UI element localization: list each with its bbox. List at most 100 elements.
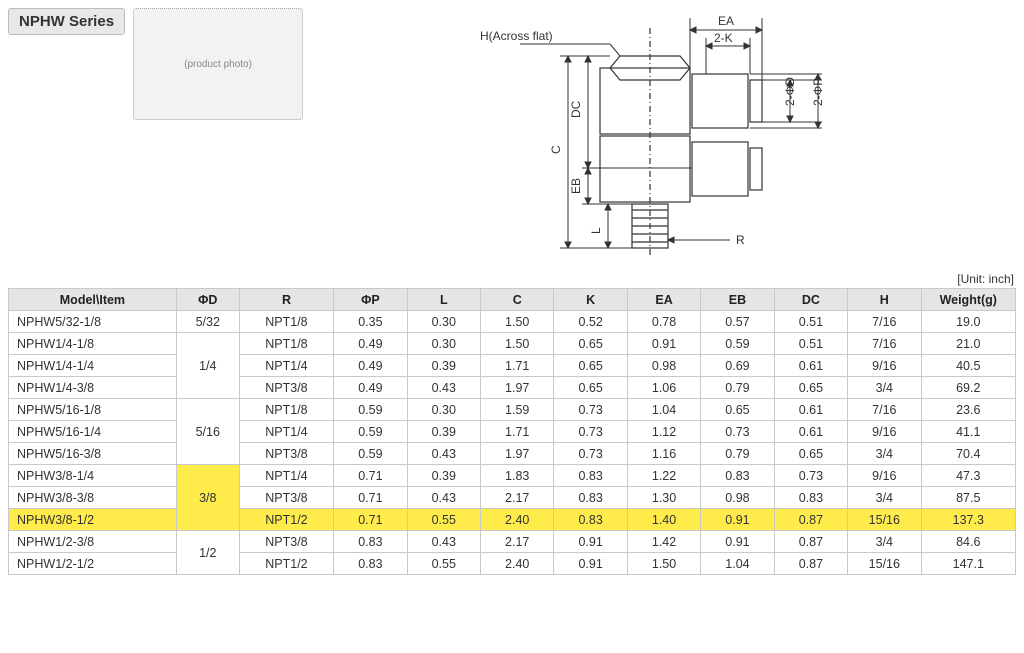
label-r: R xyxy=(736,233,745,247)
col-header: ΦD xyxy=(176,289,239,311)
cell-h: 3/4 xyxy=(848,443,921,465)
table-row: NPHW5/32-1/85/32NPT1/80.350.301.500.520.… xyxy=(9,311,1016,333)
cell-r: NPT3/8 xyxy=(239,443,333,465)
cell-wt: 47.3 xyxy=(921,465,1015,487)
cell-phip: 0.49 xyxy=(334,377,407,399)
cell-dc: 0.87 xyxy=(774,531,847,553)
cell-wt: 137.3 xyxy=(921,509,1015,531)
cell-eb: 0.57 xyxy=(701,311,774,333)
cell-h: 7/16 xyxy=(848,333,921,355)
cell-phi-d: 5/32 xyxy=(176,311,239,333)
cell-r: NPT3/8 xyxy=(239,487,333,509)
cell-r: NPT1/8 xyxy=(239,311,333,333)
table-row: NPHW5/16-3/8NPT3/80.590.431.970.731.160.… xyxy=(9,443,1016,465)
cell-c: 2.40 xyxy=(481,553,554,575)
cell-c: 2.40 xyxy=(481,509,554,531)
cell-dc: 0.65 xyxy=(774,377,847,399)
cell-k: 0.65 xyxy=(554,333,627,355)
cell-dc: 0.73 xyxy=(774,465,847,487)
cell-dc: 0.61 xyxy=(774,421,847,443)
cell-l: 0.55 xyxy=(407,509,480,531)
cell-model: NPHW1/2-1/2 xyxy=(9,553,177,575)
cell-r: NPT1/4 xyxy=(239,355,333,377)
cell-h: 15/16 xyxy=(848,553,921,575)
cell-h: 3/4 xyxy=(848,531,921,553)
cell-phip: 0.71 xyxy=(334,487,407,509)
cell-h: 9/16 xyxy=(848,421,921,443)
cell-l: 0.43 xyxy=(407,443,480,465)
cell-wt: 21.0 xyxy=(921,333,1015,355)
cell-c: 1.50 xyxy=(481,333,554,355)
cell-phip: 0.71 xyxy=(334,465,407,487)
unit-label: [Unit: inch] xyxy=(8,272,1014,286)
cell-h: 9/16 xyxy=(848,465,921,487)
col-header: EA xyxy=(627,289,700,311)
cell-k: 0.73 xyxy=(554,443,627,465)
diagram-wrap: H(Across flat) EA 2-K 2-ΦD 2-ΦP C DC EB … xyxy=(323,8,1016,268)
cell-phip: 0.83 xyxy=(334,553,407,575)
cell-wt: 87.5 xyxy=(921,487,1015,509)
cell-dc: 0.51 xyxy=(774,311,847,333)
cell-dc: 0.61 xyxy=(774,399,847,421)
cell-eb: 0.65 xyxy=(701,399,774,421)
cell-phip: 0.49 xyxy=(334,355,407,377)
cell-wt: 70.4 xyxy=(921,443,1015,465)
label-ea: EA xyxy=(718,14,734,28)
cell-dc: 0.65 xyxy=(774,443,847,465)
label-c: C xyxy=(549,145,563,154)
cell-l: 0.39 xyxy=(407,355,480,377)
label-eb: EB xyxy=(569,178,583,194)
cell-ea: 1.04 xyxy=(627,399,700,421)
cell-k: 0.73 xyxy=(554,399,627,421)
cell-h: 7/16 xyxy=(848,311,921,333)
series-title: NPHW Series xyxy=(8,8,125,35)
cell-wt: 40.5 xyxy=(921,355,1015,377)
cell-k: 0.83 xyxy=(554,509,627,531)
table-row: NPHW1/4-1/4NPT1/40.490.391.710.650.980.6… xyxy=(9,355,1016,377)
cell-eb: 0.98 xyxy=(701,487,774,509)
cell-phip: 0.71 xyxy=(334,509,407,531)
cell-h: 7/16 xyxy=(848,399,921,421)
cell-r: NPT1/8 xyxy=(239,399,333,421)
label-2phip: 2-ΦP xyxy=(811,78,825,106)
cell-ea: 1.12 xyxy=(627,421,700,443)
cell-dc: 0.87 xyxy=(774,509,847,531)
cell-l: 0.55 xyxy=(407,553,480,575)
cell-k: 0.52 xyxy=(554,311,627,333)
table-row: NPHW3/8-3/8NPT3/80.710.432.170.831.300.9… xyxy=(9,487,1016,509)
cell-h: 9/16 xyxy=(848,355,921,377)
cell-ea: 1.40 xyxy=(627,509,700,531)
cell-eb: 0.91 xyxy=(701,509,774,531)
table-row: NPHW1/4-3/8NPT3/80.490.431.970.651.060.7… xyxy=(9,377,1016,399)
table-row: NPHW1/2-3/81/2NPT3/80.830.432.170.911.42… xyxy=(9,531,1016,553)
label-2k: 2-K xyxy=(714,31,733,45)
cell-ea: 1.06 xyxy=(627,377,700,399)
cell-phi-d: 5/16 xyxy=(176,399,239,465)
cell-phip: 0.83 xyxy=(334,531,407,553)
cell-ea: 0.91 xyxy=(627,333,700,355)
cell-c: 1.97 xyxy=(481,443,554,465)
table-row: NPHW3/8-1/43/8NPT1/40.710.391.830.831.22… xyxy=(9,465,1016,487)
table-row: NPHW5/16-1/85/16NPT1/80.590.301.590.731.… xyxy=(9,399,1016,421)
cell-k: 0.65 xyxy=(554,355,627,377)
cell-c: 1.71 xyxy=(481,355,554,377)
cell-l: 0.39 xyxy=(407,421,480,443)
cell-c: 1.50 xyxy=(481,311,554,333)
cell-r: NPT1/2 xyxy=(239,509,333,531)
cell-dc: 0.87 xyxy=(774,553,847,575)
col-header: H xyxy=(848,289,921,311)
cell-l: 0.30 xyxy=(407,333,480,355)
cell-k: 0.73 xyxy=(554,421,627,443)
cell-l: 0.43 xyxy=(407,377,480,399)
cell-dc: 0.61 xyxy=(774,355,847,377)
cell-h: 3/4 xyxy=(848,487,921,509)
cell-c: 1.71 xyxy=(481,421,554,443)
spec-table: Model\ItemΦDRΦPLCKEAEBDCHWeight(g) NPHW5… xyxy=(8,288,1016,575)
cell-k: 0.65 xyxy=(554,377,627,399)
cell-model: NPHW1/2-3/8 xyxy=(9,531,177,553)
cell-model: NPHW1/4-3/8 xyxy=(9,377,177,399)
header-row: Model\ItemΦDRΦPLCKEAEBDCHWeight(g) xyxy=(9,289,1016,311)
cell-h: 15/16 xyxy=(848,509,921,531)
cell-l: 0.43 xyxy=(407,531,480,553)
cell-ea: 1.42 xyxy=(627,531,700,553)
